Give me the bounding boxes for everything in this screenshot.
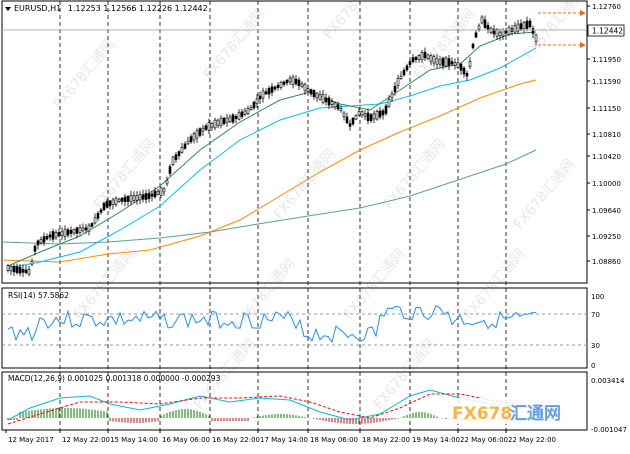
time-label: 22 May 06:00 <box>460 436 508 444</box>
price-tick: 1.11150 <box>592 105 621 113</box>
price-axis: 1.127601.122701.119501.115901.111501.108… <box>587 3 621 266</box>
price-tick: 1.09640 <box>592 207 621 215</box>
rsi-tick-100: 100 <box>591 293 604 301</box>
macd-tick-bottom: -0.001047 <box>591 426 627 434</box>
time-label: 22 May 22:00 <box>508 436 556 444</box>
price-tick: 1.10420 <box>592 153 621 161</box>
current-price-label: 1.12442 <box>592 27 623 36</box>
svg-text:FX678: FX678 <box>452 404 512 424</box>
time-label: 16 May 22:00 <box>212 436 260 444</box>
time-label: 17 May 14:00 <box>260 436 308 444</box>
rsi-tick-0: 0 <box>591 362 595 370</box>
arrow-lower-icon <box>580 42 586 48</box>
price-tick: 1.08860 <box>592 258 621 266</box>
time-axis: 12 May 2017 12 May 22:00 15 May 14:00 16 Ma… <box>5 430 556 444</box>
rsi-tick-30: 30 <box>591 342 600 350</box>
macd-label: MACD(12,26,9) 0.001025 0.001318 0.000000… <box>8 374 221 383</box>
ma-mid-line <box>7 47 537 269</box>
time-label: 18 May 22:00 <box>362 436 410 444</box>
time-label: 15 May 14:00 <box>110 436 158 444</box>
main-price-panel[interactable] <box>1 0 588 284</box>
dropdown-triangle-icon[interactable] <box>5 7 11 11</box>
svg-text:汇通网: 汇通网 <box>510 404 561 424</box>
price-tick: 1.10810 <box>592 131 621 139</box>
macd-tick-top: 0.003414 <box>591 377 625 385</box>
time-label: 12 May 2017 <box>8 436 54 444</box>
price-tick: 1.11590 <box>592 78 621 86</box>
price-tick: 1.10000 <box>592 180 621 188</box>
ohlc-values: 1.12253 1.12566 1.12226 1.12442 <box>68 4 208 13</box>
time-label: 12 May 22:00 <box>62 436 110 444</box>
symbol-label: EURUSD,H1 <box>14 4 61 13</box>
price-tick: 1.12760 <box>592 3 621 11</box>
vertical-grid <box>59 1 507 430</box>
rsi-panel[interactable] <box>1 287 588 369</box>
fx678-logo: FX678 汇通网 <box>448 398 566 424</box>
rsi-line <box>7 304 537 344</box>
rsi-label: RSI(14) 57.5862 <box>8 291 69 300</box>
price-tick: 1.09250 <box>592 233 621 241</box>
price-tick: 1.11950 <box>592 56 621 64</box>
macd-signal-line <box>7 393 537 425</box>
rsi-tick-70: 70 <box>591 311 600 319</box>
svg-text:EURUSD,H1 1.12253 1.12566: EURUSD,H1 1.12253 1.12566 1.12226 1.1244… <box>14 4 208 13</box>
current-price-box <box>587 24 625 37</box>
time-label: 16 May 06:00 <box>162 436 210 444</box>
ma-long-line <box>1 149 537 245</box>
time-label: 19 May 14:00 <box>412 436 460 444</box>
time-label: 18 May 06:00 <box>310 436 358 444</box>
arrow-upper-icon <box>580 10 586 16</box>
macd-main-line <box>7 389 537 421</box>
candlesticks <box>6 15 538 278</box>
ma-slow-line <box>1 79 537 263</box>
